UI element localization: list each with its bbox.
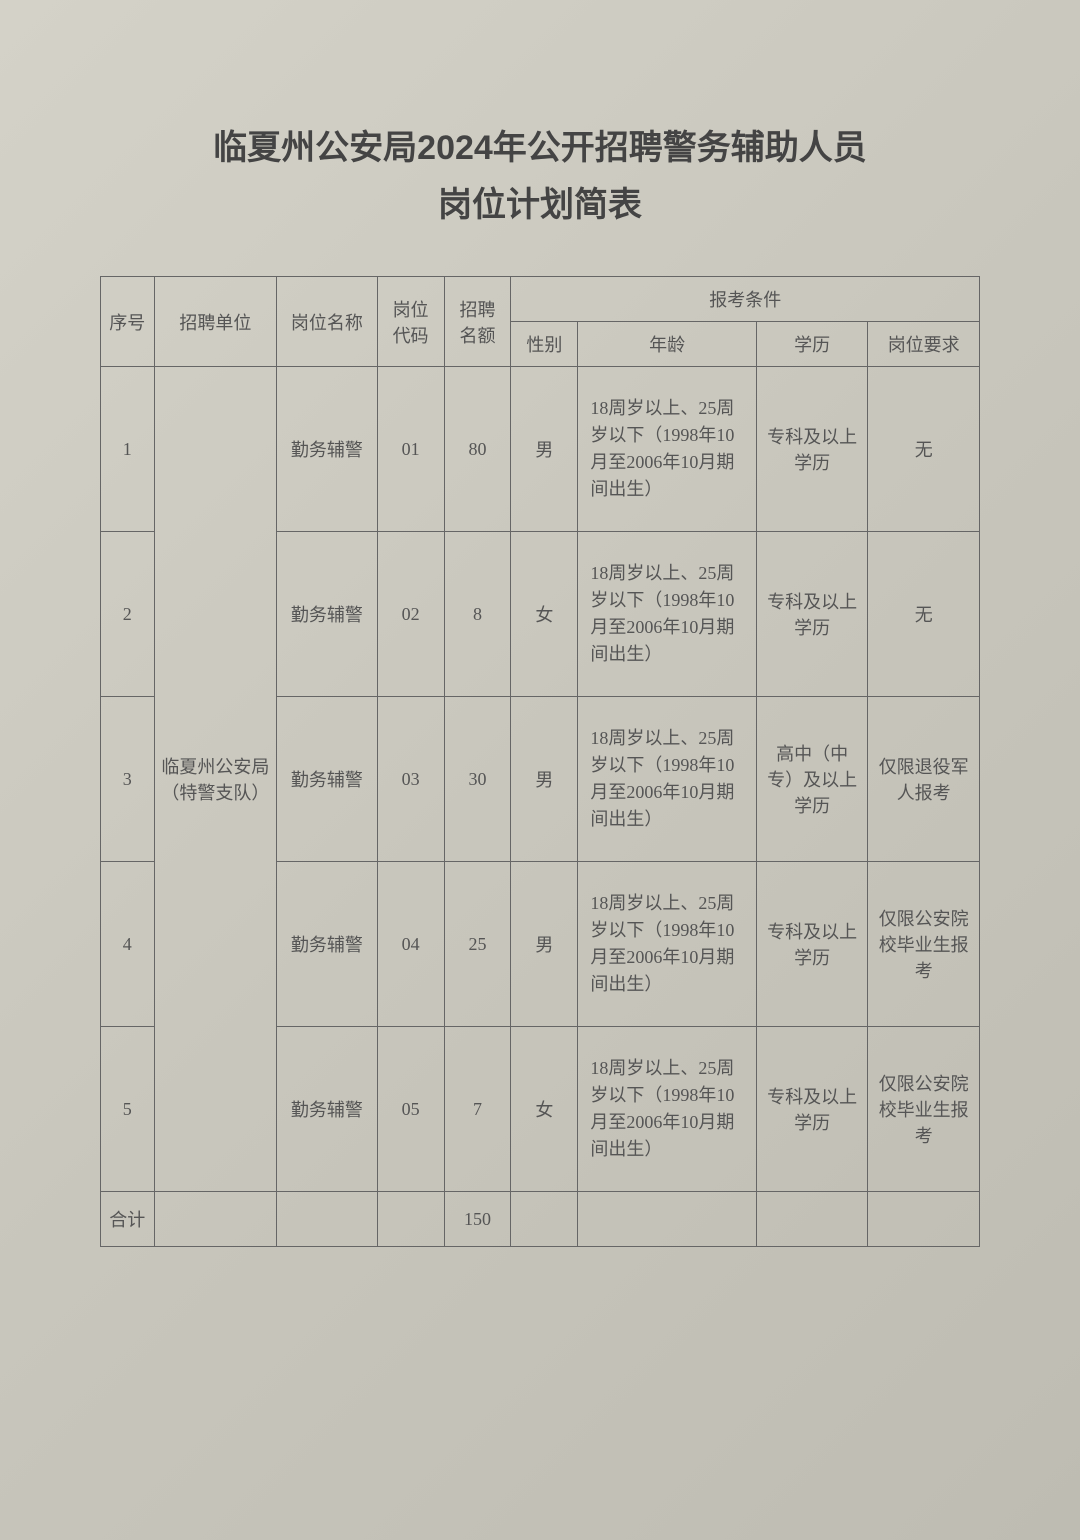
header-req: 岗位要求 (868, 322, 980, 367)
header-edu: 学历 (756, 322, 868, 367)
header-gender: 性别 (511, 322, 578, 367)
cell-code: 02 (377, 532, 444, 697)
cell-gender: 女 (511, 532, 578, 697)
cell-age: 18周岁以上、25周岁以下（1998年10月至2006年10月期间出生） (578, 367, 756, 532)
cell-age: 18周岁以上、25周岁以下（1998年10月至2006年10月期间出生） (578, 862, 756, 1027)
header-age: 年龄 (578, 322, 756, 367)
document-page: 临夏州公安局2024年公开招聘警务辅助人员 岗位计划简表 序号 招聘单位 岗位名… (100, 120, 980, 1247)
header-position: 岗位名称 (277, 277, 377, 367)
page-title-line2: 岗位计划简表 (100, 177, 980, 226)
cell-edu: 专科及以上学历 (756, 532, 868, 697)
cell-idx: 2 (101, 532, 155, 697)
cell-age: 18周岁以上、25周岁以下（1998年10月至2006年10月期间出生） (578, 532, 756, 697)
total-empty (277, 1192, 377, 1247)
total-label: 合计 (101, 1192, 155, 1247)
table-row: 1临夏州公安局（特警支队）勤务辅警0180男18周岁以上、25周岁以下（1998… (101, 367, 980, 532)
cell-age: 18周岁以上、25周岁以下（1998年10月至2006年10月期间出生） (578, 1027, 756, 1192)
total-empty (511, 1192, 578, 1247)
total-empty (868, 1192, 980, 1247)
cell-idx: 3 (101, 697, 155, 862)
cell-position: 勤务辅警 (277, 367, 377, 532)
cell-gender: 男 (511, 862, 578, 1027)
header-idx: 序号 (101, 277, 155, 367)
total-empty (154, 1192, 277, 1247)
cell-req: 无 (868, 532, 980, 697)
cell-gender: 女 (511, 1027, 578, 1192)
cell-position: 勤务辅警 (277, 697, 377, 862)
recruitment-table: 序号 招聘单位 岗位名称 岗位代码 招聘名额 报考条件 性别 年龄 学历 岗位要… (100, 276, 980, 1247)
cell-code: 01 (377, 367, 444, 532)
cell-unit: 临夏州公安局（特警支队） (154, 367, 277, 1192)
cell-gender: 男 (511, 367, 578, 532)
cell-gender: 男 (511, 697, 578, 862)
cell-quota: 7 (444, 1027, 511, 1192)
cell-code: 05 (377, 1027, 444, 1192)
cell-idx: 1 (101, 367, 155, 532)
header-code: 岗位代码 (377, 277, 444, 367)
cell-age: 18周岁以上、25周岁以下（1998年10月至2006年10月期间出生） (578, 697, 756, 862)
page-title-line1: 临夏州公安局2024年公开招聘警务辅助人员 (100, 120, 980, 169)
cell-req: 仅限公安院校毕业生报考 (868, 1027, 980, 1192)
table-total-row: 合计 150 (101, 1192, 980, 1247)
cell-edu: 专科及以上学历 (756, 367, 868, 532)
cell-edu: 高中（中专）及以上学历 (756, 697, 868, 862)
cell-code: 03 (377, 697, 444, 862)
total-empty (377, 1192, 444, 1247)
cell-position: 勤务辅警 (277, 1027, 377, 1192)
cell-quota: 30 (444, 697, 511, 862)
header-unit: 招聘单位 (154, 277, 277, 367)
cell-req: 无 (868, 367, 980, 532)
cell-code: 04 (377, 862, 444, 1027)
cell-idx: 4 (101, 862, 155, 1027)
cell-req: 仅限退役军人报考 (868, 697, 980, 862)
cell-quota: 25 (444, 862, 511, 1027)
cell-edu: 专科及以上学历 (756, 1027, 868, 1192)
cell-quota: 8 (444, 532, 511, 697)
header-quota: 招聘名额 (444, 277, 511, 367)
cell-req: 仅限公安院校毕业生报考 (868, 862, 980, 1027)
cell-position: 勤务辅警 (277, 862, 377, 1027)
cell-quota: 80 (444, 367, 511, 532)
header-conditions: 报考条件 (511, 277, 980, 322)
total-empty (756, 1192, 868, 1247)
table-header-row-1: 序号 招聘单位 岗位名称 岗位代码 招聘名额 报考条件 (101, 277, 980, 322)
total-empty (578, 1192, 756, 1247)
cell-position: 勤务辅警 (277, 532, 377, 697)
total-quota: 150 (444, 1192, 511, 1247)
cell-idx: 5 (101, 1027, 155, 1192)
cell-edu: 专科及以上学历 (756, 862, 868, 1027)
